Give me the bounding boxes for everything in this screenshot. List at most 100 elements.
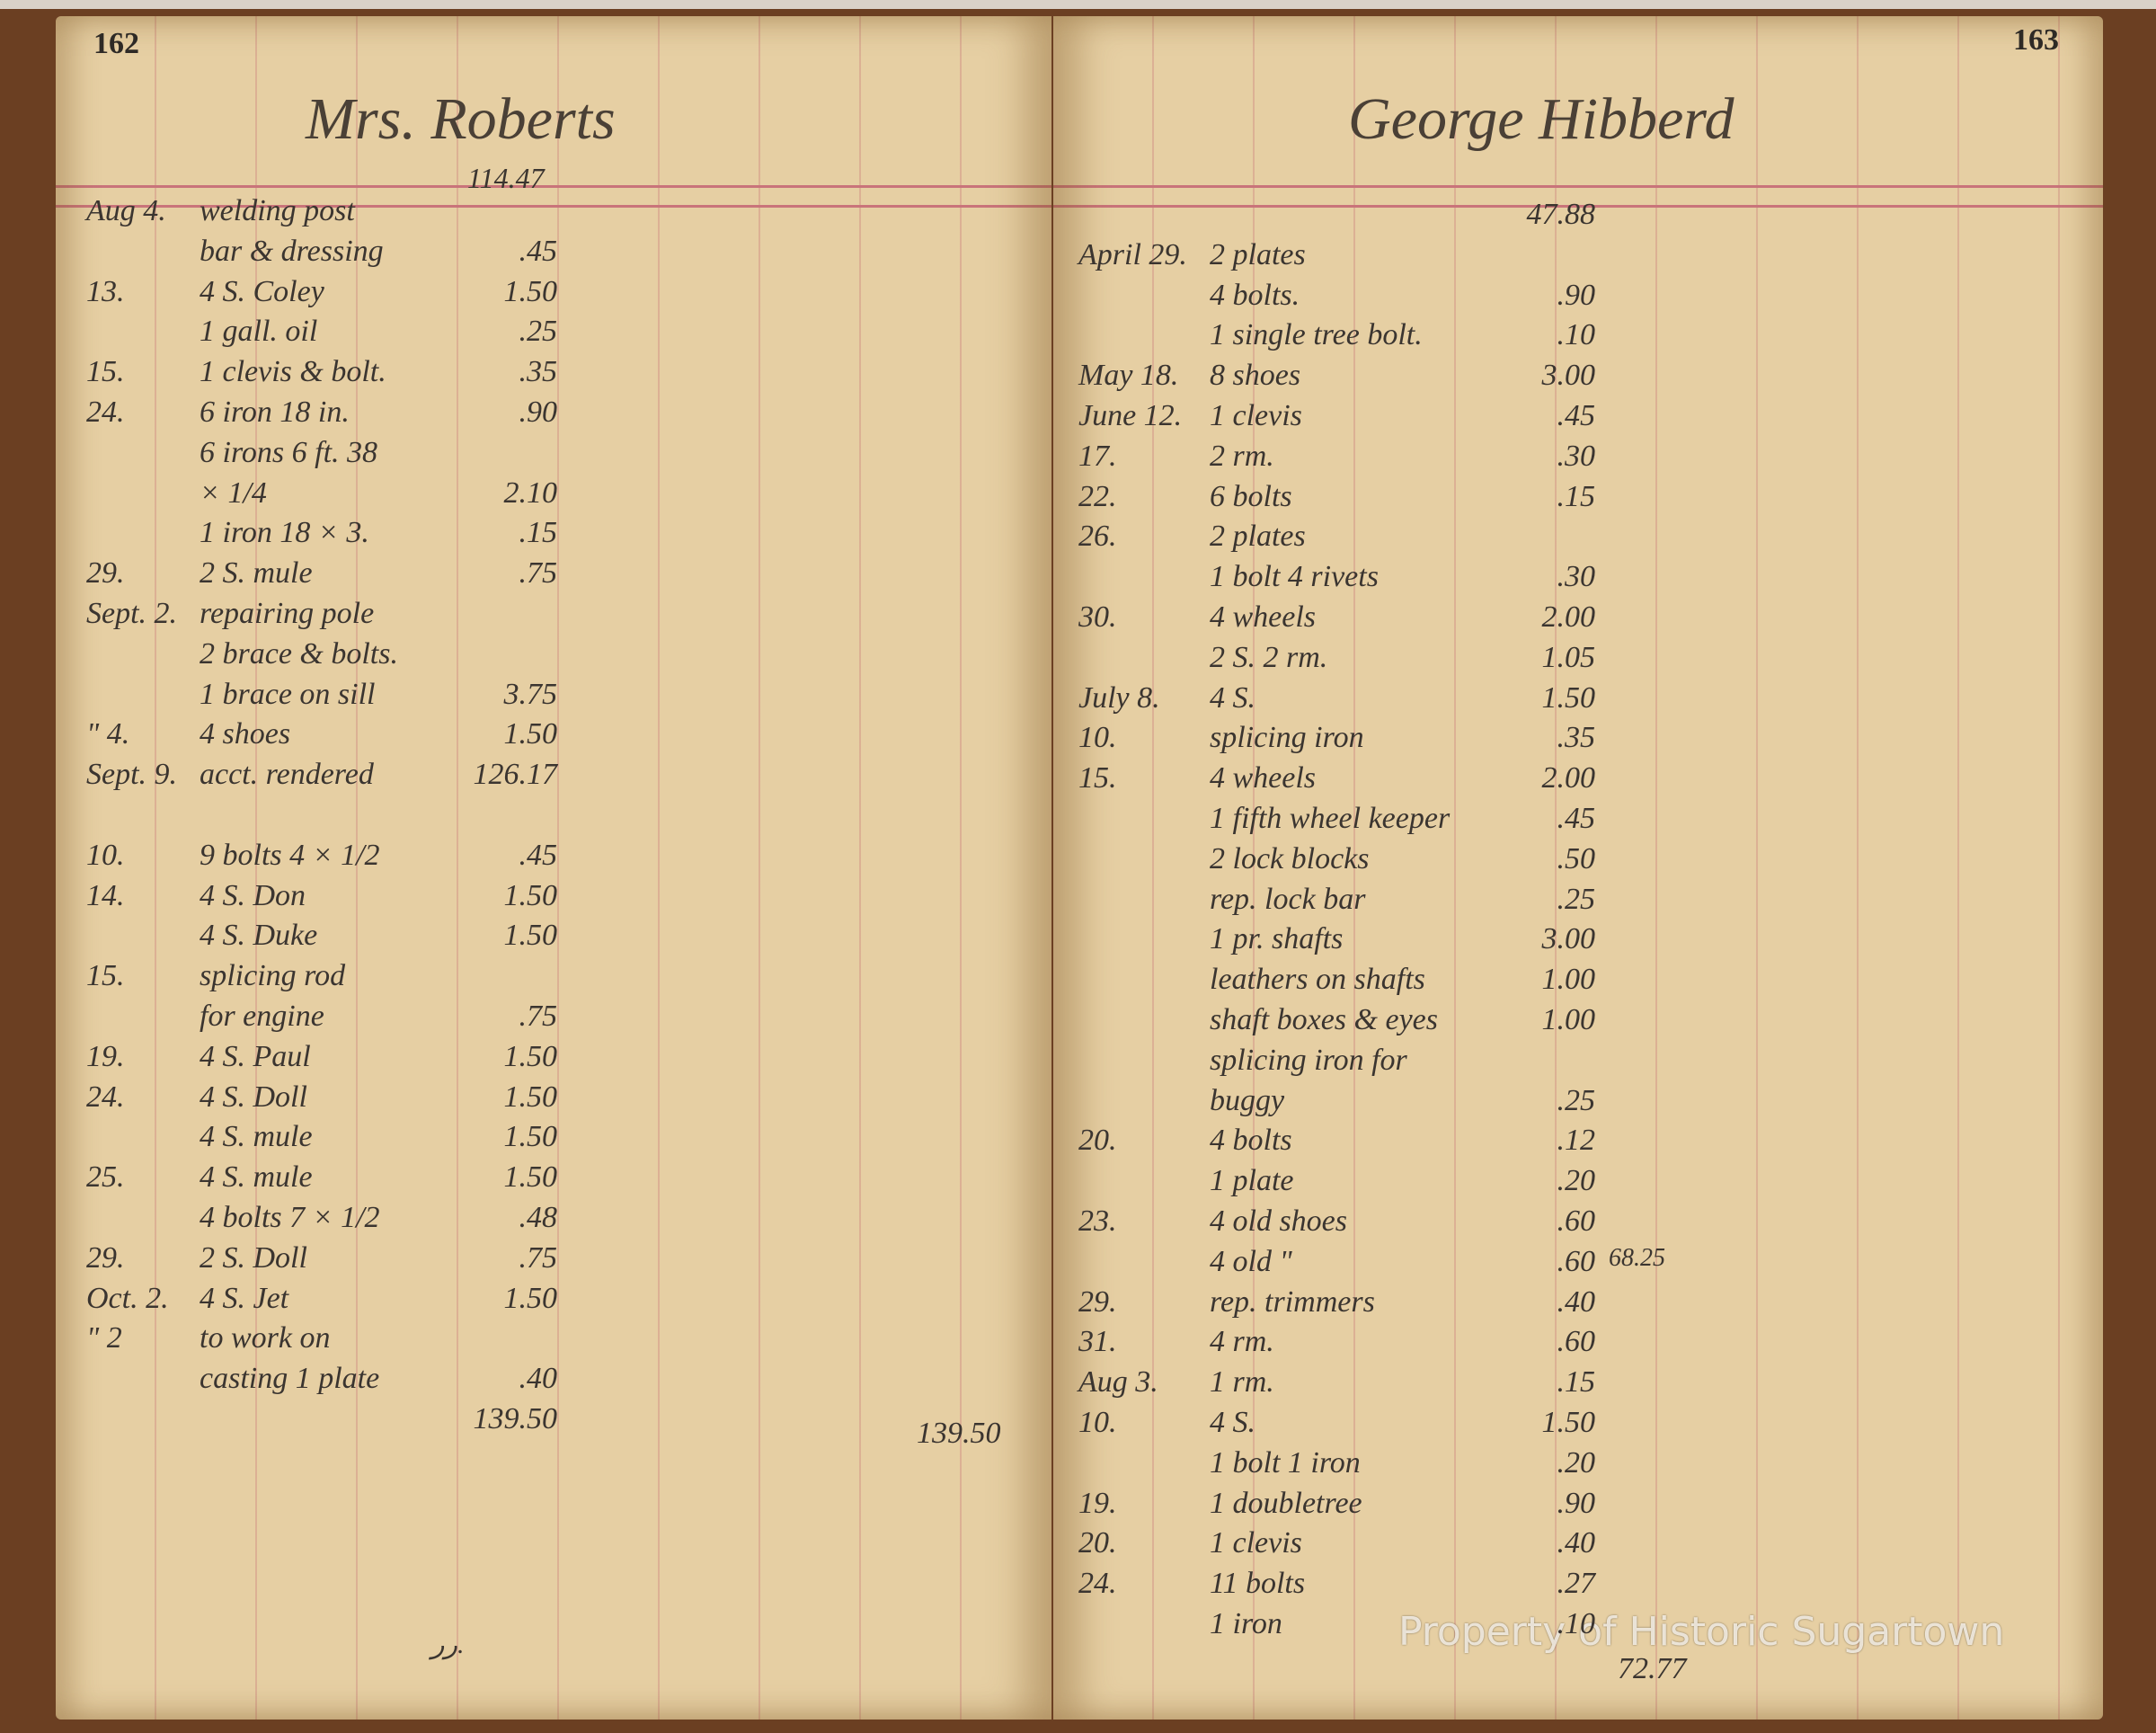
entry-item: 1 pr. shafts <box>1210 922 1344 956</box>
entry-date: 10. <box>1078 721 1117 755</box>
entry-date: 31. <box>1078 1325 1117 1359</box>
entry-amount: 1.50 <box>503 1120 558 1154</box>
entry-item: 4 S. Paul <box>200 1039 311 1073</box>
entry-amount: .48 <box>519 1201 558 1234</box>
entry-date: Oct. 2. <box>86 1281 169 1315</box>
entry-item: 1 brace on sill <box>200 677 376 711</box>
entry-amount: 1.50 <box>503 717 558 751</box>
entry-date: Sept. 2. <box>86 597 178 630</box>
entry-amount: .60 <box>1557 1325 1596 1359</box>
entry-amount: 47.88 <box>1526 198 1596 231</box>
entry-amount: 1.50 <box>503 1281 558 1315</box>
right-page <box>1053 16 2103 1720</box>
ledger-book <box>0 9 2156 1733</box>
entry-amount: .35 <box>1557 721 1596 755</box>
entry-item: 4 S. Jet <box>200 1281 289 1315</box>
account-name: George Hibberd <box>1348 86 1735 152</box>
entry-item: repairing pole <box>200 597 375 630</box>
entry-date: 29. <box>86 1240 125 1275</box>
entry-item: 4 S. <box>1210 680 1255 715</box>
gutter-total: 139.50 <box>917 1417 1001 1450</box>
entry-amount: .10 <box>1557 318 1596 352</box>
entry-amount: 2.10 <box>503 475 558 510</box>
entry-amount: .45 <box>519 838 558 872</box>
entry-item: 8 shoes <box>1210 359 1301 393</box>
entry-item: welding post <box>200 194 355 227</box>
entry-amount: 3.00 <box>1541 359 1596 393</box>
entry-amount: .35 <box>519 355 558 389</box>
entry-item: 4 bolts. <box>1210 278 1300 312</box>
entry-item: 2 plates <box>1210 520 1306 554</box>
entry-date: 20. <box>1078 1124 1117 1158</box>
entry-amount: 139.50 <box>473 1402 558 1435</box>
entry-item: 4 S. Duke <box>200 919 318 953</box>
entry-amount: .75 <box>519 1000 558 1033</box>
entry-amount: .25 <box>1557 882 1596 916</box>
entry-amount: .30 <box>1557 560 1596 594</box>
entry-date: May 18. <box>1078 359 1179 393</box>
entry-date: July 8. <box>1078 680 1160 715</box>
entry-item: 6 irons 6 ft. 38 <box>200 435 378 469</box>
entry-item: 1 rm. <box>1210 1365 1274 1400</box>
entry-item: bar & dressing <box>200 234 384 268</box>
entry-amount: .25 <box>1557 1083 1596 1117</box>
entry-date: " 2 <box>86 1321 122 1355</box>
entry-item: splicing iron for <box>1210 1043 1407 1077</box>
entry-amount: .27 <box>1557 1567 1596 1601</box>
entry-amount: .60 <box>1557 1204 1596 1238</box>
entry-item: 4 wheels <box>1210 761 1317 795</box>
entry-date: Aug 4. <box>86 194 166 227</box>
entry-item: 4 S. Doll <box>200 1080 307 1114</box>
page-number: 163 <box>2013 23 2059 57</box>
entry-amount: .10 <box>1557 1607 1596 1640</box>
entry-item: 11 bolts <box>1210 1567 1306 1601</box>
entry-date: 19. <box>86 1039 125 1073</box>
entry-date: 19. <box>1078 1486 1117 1520</box>
entry-amount: .45 <box>519 234 558 268</box>
entry-amount: 1.00 <box>1541 963 1596 997</box>
entry-item: splicing rod <box>200 959 346 993</box>
entry-amount: .60 <box>1557 1244 1596 1278</box>
entry-amount: .90 <box>519 395 558 429</box>
entry-amount: 1.50 <box>1541 680 1596 715</box>
entry-amount: .25 <box>519 315 558 349</box>
entry-date: 15. <box>86 959 125 993</box>
entry-amount: 1.50 <box>503 1080 558 1114</box>
entry-item: 2 S. 2 rm. <box>1210 640 1328 674</box>
entry-amount: .40 <box>1557 1526 1596 1560</box>
entry-amount: .45 <box>1557 802 1596 835</box>
entry-item: for engine <box>200 1000 324 1033</box>
total: 72.77 <box>1618 1652 1687 1685</box>
page-number: 162 <box>93 27 139 60</box>
entry-item: to work on <box>200 1321 331 1355</box>
entry-item: 2 brace & bolts. <box>200 636 398 671</box>
entry-amount: 1.50 <box>503 274 558 308</box>
entry-date: 30. <box>1078 600 1117 634</box>
entry-amount: .75 <box>519 1240 558 1275</box>
entry-amount: .40 <box>519 1362 558 1396</box>
entry-amount: 1.50 <box>503 919 558 953</box>
entry-item: 4 S. <box>1210 1406 1255 1439</box>
entry-amount: 1.05 <box>1541 640 1596 674</box>
entry-item: 4 bolts 7 × 1/2 <box>200 1201 380 1234</box>
entry-amount: .15 <box>1557 479 1596 513</box>
entry-item: 1 clevis <box>1210 1526 1302 1560</box>
entry-item: 2 S. Doll <box>200 1240 307 1275</box>
left-page <box>56 16 1051 1720</box>
entry-item: splicing iron <box>1210 721 1364 755</box>
entry-date: 10. <box>86 838 125 872</box>
entry-amount: 1.50 <box>503 1160 558 1195</box>
entry-amount: 1.00 <box>1541 1003 1596 1036</box>
entry-amount: 2.00 <box>1541 600 1596 634</box>
footer-mark: رر. <box>431 1630 465 1659</box>
entry-date: 24. <box>86 395 125 429</box>
entry-item: buggy <box>1210 1083 1285 1117</box>
entry-date: 10. <box>1078 1406 1117 1439</box>
entry-item: 1 bolt 1 iron <box>1210 1445 1361 1480</box>
entry-amount: 1.50 <box>1541 1406 1596 1439</box>
entry-item: acct. rendered <box>200 758 374 792</box>
entry-item: 4 bolts <box>1210 1124 1292 1158</box>
entry-date: 25. <box>86 1160 125 1195</box>
entry-item: 1 plate <box>1210 1164 1294 1198</box>
